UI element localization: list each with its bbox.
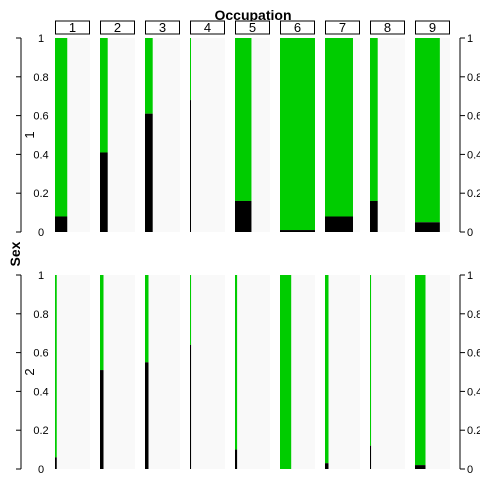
axes: 0 0.2 0.4 0.6 0.8 1 0 0.2 0.4 0.6 0.8 1 1 0 0.2 0.4 0.6 0… [16, 33, 480, 476]
tick-label-right-r1-3: 0.6 [467, 111, 480, 123]
bar-green-r1-c3 [145, 38, 153, 114]
bar-green-r1-c8 [370, 38, 378, 201]
strip-labels: 1 2 3 4 5 6 7 8 9 [55, 20, 450, 35]
bar-green-r2-c6 [280, 275, 292, 469]
bar-black-r1-c3 [145, 113, 153, 232]
row-label-1: 1 [22, 131, 37, 138]
tick-label-right-r2-2: 0.4 [467, 386, 480, 398]
strip-label-9: 9 [429, 20, 436, 35]
empty-column-r2-c7 [325, 275, 360, 469]
empty-column-r2-c2 [100, 275, 135, 469]
tick-label-left-r1-5: 1 [38, 33, 44, 45]
bar-green-r1-c1 [55, 38, 68, 217]
bar-black-r2-c2 [100, 370, 104, 469]
empty-column-r2-c5 [235, 275, 270, 469]
bar-green-r1-c6 [280, 38, 315, 231]
tick-label-left-r1-4: 0.8 [33, 72, 48, 84]
tick-label-left-r1-1: 0.2 [33, 188, 48, 200]
bar-green-r2-c7 [325, 275, 329, 464]
bar-black-r1-c1 [55, 216, 68, 232]
strip-box-1 [55, 20, 90, 35]
tick-label-left-r2-3: 0.6 [33, 348, 48, 360]
bar-green-r2-c2 [100, 275, 104, 371]
bar-black-r1-c4 [190, 100, 191, 232]
tick-label-left-r2-5: 1 [38, 270, 44, 282]
empty-column-r1-c4 [190, 38, 225, 232]
bar-green-r2-c8 [370, 275, 372, 446]
tick-label-left-r1-2: 0.4 [33, 149, 48, 161]
empty-column-r2-c8 [370, 275, 405, 469]
strip-box-5 [235, 20, 270, 35]
bar-black-r1-c6 [280, 230, 315, 232]
bar-black-r1-c5 [235, 200, 252, 232]
bar-green-r2-c4 [190, 275, 192, 345]
bar-black-r2-c7 [325, 463, 329, 469]
strip-label-6: 6 [294, 20, 301, 35]
chart-title: Occupation [214, 7, 291, 23]
bar-black-r2-c8 [370, 445, 372, 469]
bar-black-r2-c3 [145, 362, 149, 469]
tick-label-right-r1-5: 1 [467, 33, 473, 45]
strip-label-5: 5 [249, 20, 256, 35]
tick-label-right-r2-1: 0.2 [467, 425, 480, 437]
bar-black-r1-c9 [415, 222, 440, 232]
strip-label-7: 7 [339, 20, 346, 35]
tick-label-left-r2-4: 0.8 [33, 309, 48, 321]
strip-box-9 [415, 20, 450, 35]
tick-label-left-r1-3: 0.6 [33, 111, 48, 123]
bar-black-r2-c5 [235, 449, 238, 469]
bar-black-r2-c4 [190, 344, 192, 469]
strip-box-3 [145, 20, 180, 35]
bar-green-r1-c4 [190, 38, 191, 101]
strip-box-4 [190, 20, 225, 35]
tick-label-right-r1-2: 0.4 [467, 149, 480, 161]
strip-box-6 [280, 20, 315, 35]
panels [55, 38, 450, 469]
bar-green-r2-c9 [415, 275, 426, 466]
bar-black-r1-c7 [325, 216, 353, 232]
tick-label-left-r2-2: 0.4 [33, 386, 48, 398]
tick-label-left-r1-0: 0 [38, 227, 44, 239]
bar-green-r1-c2 [100, 38, 108, 153]
bar-black-r1-c2 [100, 152, 108, 232]
strip-box-8 [370, 20, 405, 35]
row-label-2: 2 [22, 368, 37, 375]
bar-green-r2-c1 [55, 275, 57, 458]
bar-black-r1-c8 [370, 200, 378, 232]
bar-green-r2-c3 [145, 275, 149, 363]
strip-label-3: 3 [159, 20, 166, 35]
bar-black-r2-c1 [55, 457, 57, 469]
tick-label-right-r2-5: 1 [467, 270, 473, 282]
strip-label-2: 2 [114, 20, 121, 35]
tick-label-left-r2-0: 0 [38, 464, 44, 476]
y-axis-title: Sex [7, 241, 23, 266]
bar-green-r2-c5 [235, 275, 238, 450]
strip-label-1: 1 [69, 20, 76, 35]
bar-black-r2-c9 [415, 465, 426, 469]
strip-box-2 [100, 20, 135, 35]
bar-green-r1-c7 [325, 38, 353, 217]
tick-label-right-r1-1: 0.2 [467, 188, 480, 200]
bar-green-r1-c9 [415, 38, 440, 223]
empty-column-r2-c4 [190, 275, 225, 469]
strip-box-7 [325, 20, 360, 35]
tick-label-left-r2-1: 0.2 [33, 425, 48, 437]
bar-green-r1-c5 [235, 38, 252, 201]
tick-label-right-r2-0: 0 [467, 464, 473, 476]
strip-label-4: 4 [204, 20, 211, 35]
tick-label-right-r1-4: 0.8 [467, 72, 480, 84]
empty-column-r2-c3 [145, 275, 180, 469]
tick-label-right-r2-3: 0.6 [467, 348, 480, 360]
empty-column-r2-c1 [55, 275, 90, 469]
strip-label-8: 8 [384, 20, 391, 35]
tick-label-right-r1-0: 0 [467, 227, 473, 239]
tick-label-right-r2-4: 0.8 [467, 309, 480, 321]
